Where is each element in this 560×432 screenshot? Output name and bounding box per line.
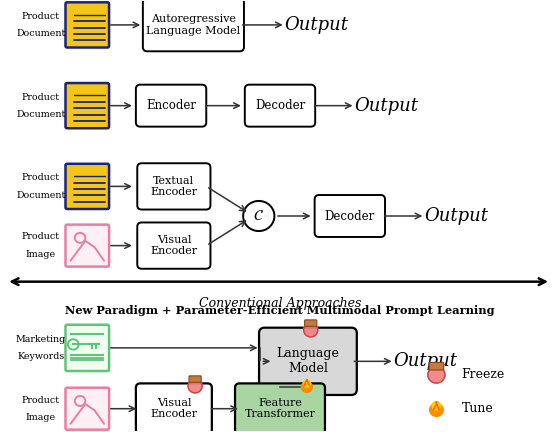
FancyBboxPatch shape <box>66 83 109 128</box>
Text: Document: Document <box>16 110 66 119</box>
FancyBboxPatch shape <box>66 2 109 48</box>
Text: Visual
Encoder: Visual Encoder <box>150 398 198 419</box>
Circle shape <box>243 201 274 231</box>
FancyBboxPatch shape <box>66 225 109 267</box>
Text: Image: Image <box>26 250 56 259</box>
FancyBboxPatch shape <box>143 0 244 51</box>
Text: Marketing: Marketing <box>16 335 66 344</box>
Circle shape <box>430 403 443 416</box>
Text: Output: Output <box>284 16 348 34</box>
Text: Keywords: Keywords <box>17 352 64 361</box>
Text: Textual
Encoder: Textual Encoder <box>150 175 198 197</box>
Text: Product: Product <box>22 396 60 405</box>
FancyBboxPatch shape <box>137 222 211 269</box>
Text: Decoder: Decoder <box>255 99 305 112</box>
Text: Output: Output <box>354 97 418 114</box>
Text: Encoder: Encoder <box>146 99 196 112</box>
FancyBboxPatch shape <box>429 362 444 370</box>
FancyBboxPatch shape <box>66 325 109 371</box>
FancyBboxPatch shape <box>189 376 201 382</box>
Text: $\mathcal{C}$: $\mathcal{C}$ <box>253 209 264 223</box>
Text: Conventional Approaches: Conventional Approaches <box>199 297 361 310</box>
Circle shape <box>428 366 445 383</box>
FancyBboxPatch shape <box>235 384 325 432</box>
Text: Document: Document <box>16 191 66 200</box>
Text: Autoregressive
Language Model: Autoregressive Language Model <box>146 14 240 36</box>
FancyBboxPatch shape <box>137 163 211 210</box>
Text: Visual
Encoder: Visual Encoder <box>150 235 198 257</box>
FancyBboxPatch shape <box>305 320 317 326</box>
Text: Decoder: Decoder <box>325 210 375 222</box>
FancyBboxPatch shape <box>66 164 109 209</box>
Text: Product: Product <box>22 12 60 21</box>
Text: New Paradigm + Parameter-Efficient Multimodal Prompt Learning: New Paradigm + Parameter-Efficient Multi… <box>65 305 495 316</box>
FancyBboxPatch shape <box>136 384 212 432</box>
Circle shape <box>304 380 310 387</box>
Text: Tune: Tune <box>461 402 493 415</box>
Text: Product: Product <box>22 232 60 241</box>
Text: Feature
Transformer: Feature Transformer <box>245 398 315 419</box>
Text: Output: Output <box>424 207 488 225</box>
FancyBboxPatch shape <box>315 195 385 237</box>
Circle shape <box>188 379 202 393</box>
Circle shape <box>301 382 312 392</box>
Text: Image: Image <box>26 413 56 422</box>
Circle shape <box>304 323 318 337</box>
Circle shape <box>432 402 441 410</box>
Text: Document: Document <box>16 29 66 38</box>
FancyBboxPatch shape <box>66 388 109 430</box>
Text: Language
Model: Language Model <box>277 347 339 375</box>
Text: Product: Product <box>22 92 60 102</box>
Text: Freeze: Freeze <box>461 368 505 381</box>
Text: Product: Product <box>22 173 60 182</box>
Text: Output: Output <box>393 353 457 370</box>
FancyBboxPatch shape <box>245 85 315 127</box>
FancyBboxPatch shape <box>136 85 206 127</box>
FancyBboxPatch shape <box>259 328 357 395</box>
